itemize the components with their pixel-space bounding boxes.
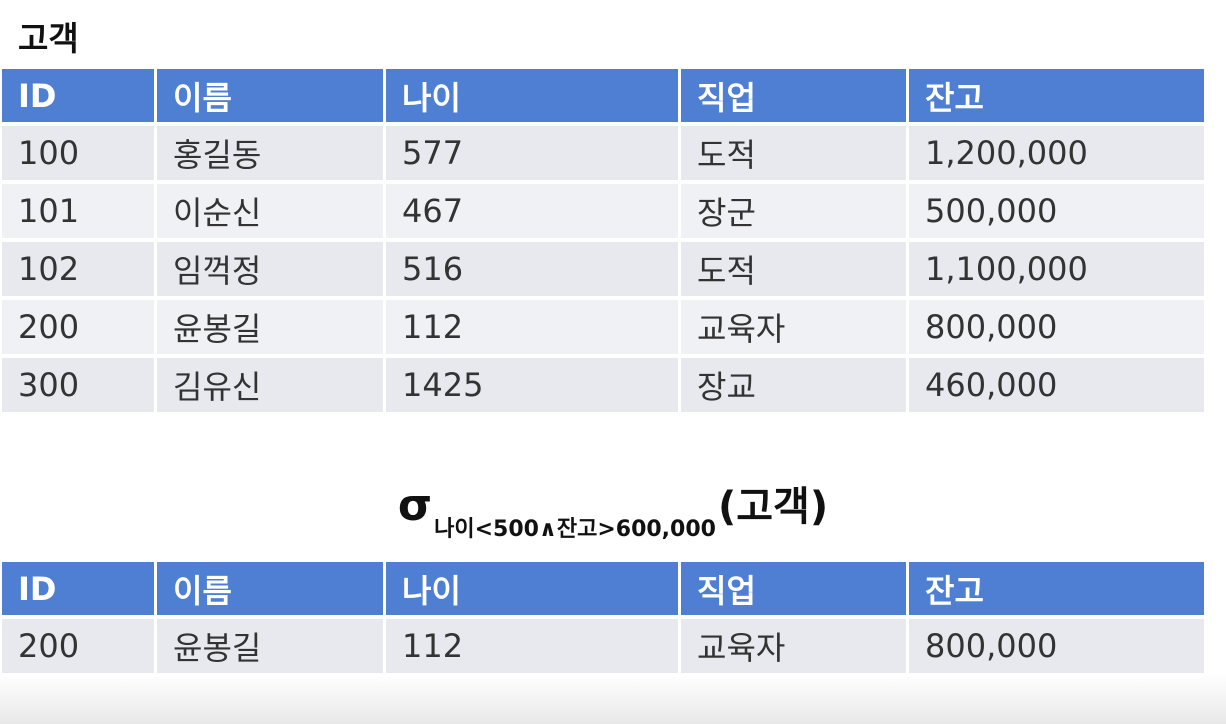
- cell-id: 200: [2, 619, 157, 677]
- cell-id: 200: [2, 300, 157, 358]
- header-cell-balance: 잔고: [909, 562, 1204, 619]
- header-cell-age: 나이: [386, 562, 681, 619]
- selection-formula: σ나이<500∧잔고>600,000(고객): [0, 474, 1226, 542]
- table-title: 고객: [18, 19, 79, 58]
- cell-balance: 460,000: [909, 358, 1204, 416]
- table-row: 200 윤봉길 112 교육자 800,000: [2, 619, 1204, 677]
- cell-id: 102: [2, 242, 157, 300]
- cell-name: 이순신: [157, 184, 386, 242]
- cell-balance: 800,000: [909, 619, 1204, 677]
- table-header-row: ID 이름 나이 직업 잔고: [2, 69, 1204, 126]
- table-row: 102 임꺽정 516 도적 1,100,000: [2, 242, 1204, 300]
- cell-balance: 1,200,000: [909, 126, 1204, 184]
- cell-name: 김유신: [157, 358, 386, 416]
- header-cell-name: 이름: [157, 562, 386, 619]
- cell-age: 516: [386, 242, 681, 300]
- cell-age: 112: [386, 300, 681, 358]
- cell-id: 300: [2, 358, 157, 416]
- cell-balance: 1,100,000: [909, 242, 1204, 300]
- cell-age: 577: [386, 126, 681, 184]
- cell-balance: 500,000: [909, 184, 1204, 242]
- header-cell-job: 직업: [681, 69, 909, 126]
- cell-job: 도적: [681, 126, 909, 184]
- cell-id: 100: [2, 126, 157, 184]
- cell-age: 467: [386, 184, 681, 242]
- cell-job: 장군: [681, 184, 909, 242]
- header-cell-age: 나이: [386, 69, 681, 126]
- sigma-operator: σ: [397, 480, 433, 531]
- header-cell-id: ID: [2, 562, 157, 619]
- relation-name: (고객): [717, 484, 829, 530]
- cell-age: 1425: [386, 358, 681, 416]
- table-row: 100 홍길동 577 도적 1,200,000: [2, 126, 1204, 184]
- cell-name: 홍길동: [157, 126, 386, 184]
- table-row: 300 김유신 1425 장교 460,000: [2, 358, 1204, 416]
- cell-job: 도적: [681, 242, 909, 300]
- cell-balance: 800,000: [909, 300, 1204, 358]
- table-row: 101 이순신 467 장군 500,000: [2, 184, 1204, 242]
- table-row: 200 윤봉길 112 교육자 800,000: [2, 300, 1204, 358]
- cell-id: 101: [2, 184, 157, 242]
- bottom-shade: [0, 674, 1226, 724]
- customer-table: ID 이름 나이 직업 잔고 100 홍길동 577 도적 1,200,000 …: [2, 69, 1204, 416]
- cell-age: 112: [386, 619, 681, 677]
- header-cell-balance: 잔고: [909, 69, 1204, 126]
- result-table: ID 이름 나이 직업 잔고 200 윤봉길 112 교육자 800,000: [2, 562, 1204, 677]
- header-cell-name: 이름: [157, 69, 386, 126]
- cell-name: 윤봉길: [157, 300, 386, 358]
- cell-job: 교육자: [681, 300, 909, 358]
- cell-name: 윤봉길: [157, 619, 386, 677]
- cell-job: 장교: [681, 358, 909, 416]
- cell-job: 교육자: [681, 619, 909, 677]
- cell-name: 임꺽정: [157, 242, 386, 300]
- header-cell-id: ID: [2, 69, 157, 126]
- header-cell-job: 직업: [681, 562, 909, 619]
- selection-condition: 나이<500∧잔고>600,000: [434, 517, 716, 542]
- table-header-row: ID 이름 나이 직업 잔고: [2, 562, 1204, 619]
